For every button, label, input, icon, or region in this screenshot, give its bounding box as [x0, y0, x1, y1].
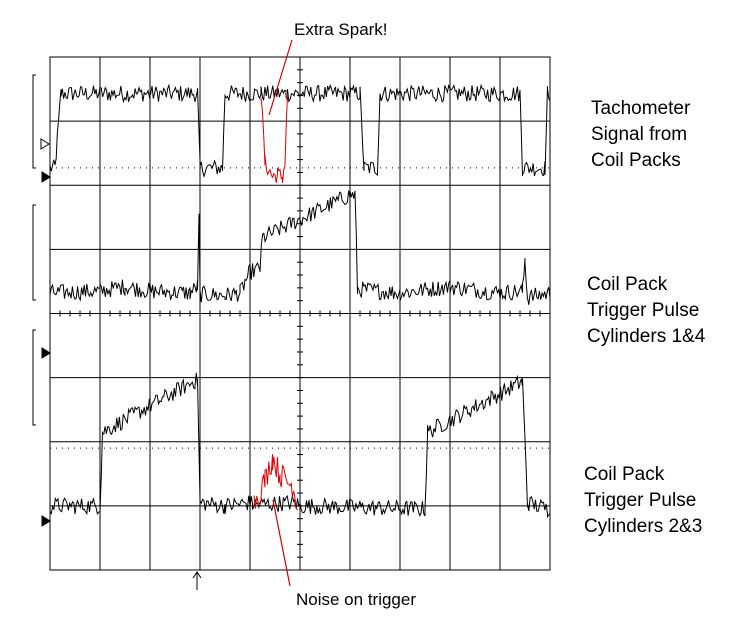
trace-cyl23	[49, 372, 551, 519]
annotation-pointers	[268, 39, 293, 587]
trace-noise_on_trigger	[253, 454, 298, 511]
label-line: Coil Packs	[591, 150, 681, 171]
scope-grid	[49, 56, 551, 571]
label-line: Coil Pack	[587, 274, 668, 295]
annotation-noise-on-trigger: Noise on trigger	[296, 590, 417, 609]
pointer-noise-on-trigger	[272, 499, 291, 587]
trigger-level-marker	[40, 138, 50, 150]
channel-3-ground-marker	[41, 515, 51, 527]
label-cylinders-2-3: Coil Pack Trigger Pulse Cylinders 2&3	[584, 462, 702, 540]
channel-bracket	[32, 74, 36, 169]
label-tachometer-signal: Tachometer Signal from Coil Packs	[591, 96, 690, 174]
label-line: Cylinders 1&4	[587, 326, 706, 347]
pointer-extra-spark	[268, 39, 293, 116]
trace-extra_spark	[260, 93, 288, 183]
label-cylinders-1-4: Coil Pack Trigger Pulse Cylinders 1&4	[587, 272, 705, 350]
label-line: Tachometer	[591, 98, 691, 119]
trigger-position-arrow	[192, 571, 202, 590]
label-line: Cylinders 2&3	[584, 516, 703, 537]
channel-bracket	[32, 329, 36, 426]
trace-tach	[49, 83, 551, 178]
label-line: Signal from	[591, 124, 688, 145]
scope-traces	[49, 83, 551, 519]
annotation-extra-spark: Extra Spark!	[294, 20, 388, 39]
label-line: Trigger Pulse	[584, 490, 697, 511]
label-line: Coil Pack	[584, 464, 665, 485]
label-line: Trigger Pulse	[587, 300, 700, 321]
channel-bracket	[32, 204, 36, 301]
channel-1-ground-marker	[41, 171, 51, 183]
trace-cyl14	[49, 190, 551, 305]
channel-markers	[32, 74, 202, 590]
channel-2-ground-marker	[41, 347, 51, 359]
